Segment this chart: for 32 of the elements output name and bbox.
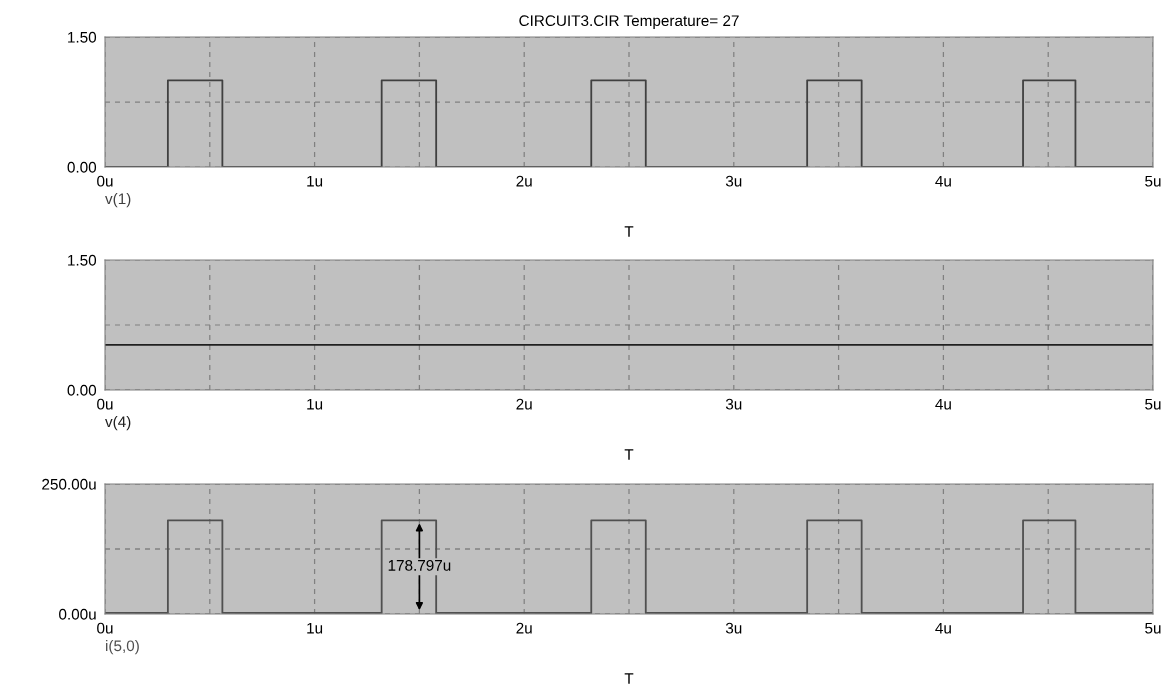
x-tick-label: 2u xyxy=(516,622,532,634)
y-tick-label: 250.00u xyxy=(42,478,96,490)
x-tick-label: 5u xyxy=(1145,622,1161,634)
series-label: i(5,0) xyxy=(106,640,139,655)
x-tick-label: 5u xyxy=(1145,398,1161,410)
x-tick-label: 1u xyxy=(307,398,323,410)
x-tick-label: 1u xyxy=(307,175,323,187)
x-axis-title: T xyxy=(624,226,634,237)
y-tick-label: 0.00u xyxy=(59,608,96,620)
series-label: v(1) xyxy=(105,193,131,208)
y-tick-label: 1.50 xyxy=(68,254,97,266)
x-tick-label: 4u xyxy=(935,398,951,410)
y-tick-label: 1.50 xyxy=(68,31,97,43)
x-tick-label: 1u xyxy=(307,622,323,634)
x-axis-title: T xyxy=(624,449,634,460)
x-tick-label: 0u xyxy=(97,175,113,187)
x-tick-label: 5u xyxy=(1145,175,1161,187)
x-axis-title: T xyxy=(624,673,634,684)
x-tick-label: 3u xyxy=(725,622,742,634)
y-tick-label: 0.00 xyxy=(67,161,97,173)
x-tick-label: 3u xyxy=(725,398,742,410)
x-tick-label: 3u xyxy=(725,175,742,187)
y-tick-label: 0.00 xyxy=(67,384,97,396)
x-tick-label: 4u xyxy=(935,622,951,634)
x-tick-label: 2u xyxy=(516,398,532,410)
x-tick-label: 4u xyxy=(935,175,951,187)
chart-title: CIRCUIT3.CIR Temperature= 27 xyxy=(519,15,739,30)
annotation: 178.797u xyxy=(388,559,451,571)
x-tick-label: 2u xyxy=(516,175,532,187)
x-tick-label: 0u xyxy=(97,622,113,634)
x-tick-label: 0u xyxy=(97,398,113,410)
text: v(4) xyxy=(105,416,131,431)
